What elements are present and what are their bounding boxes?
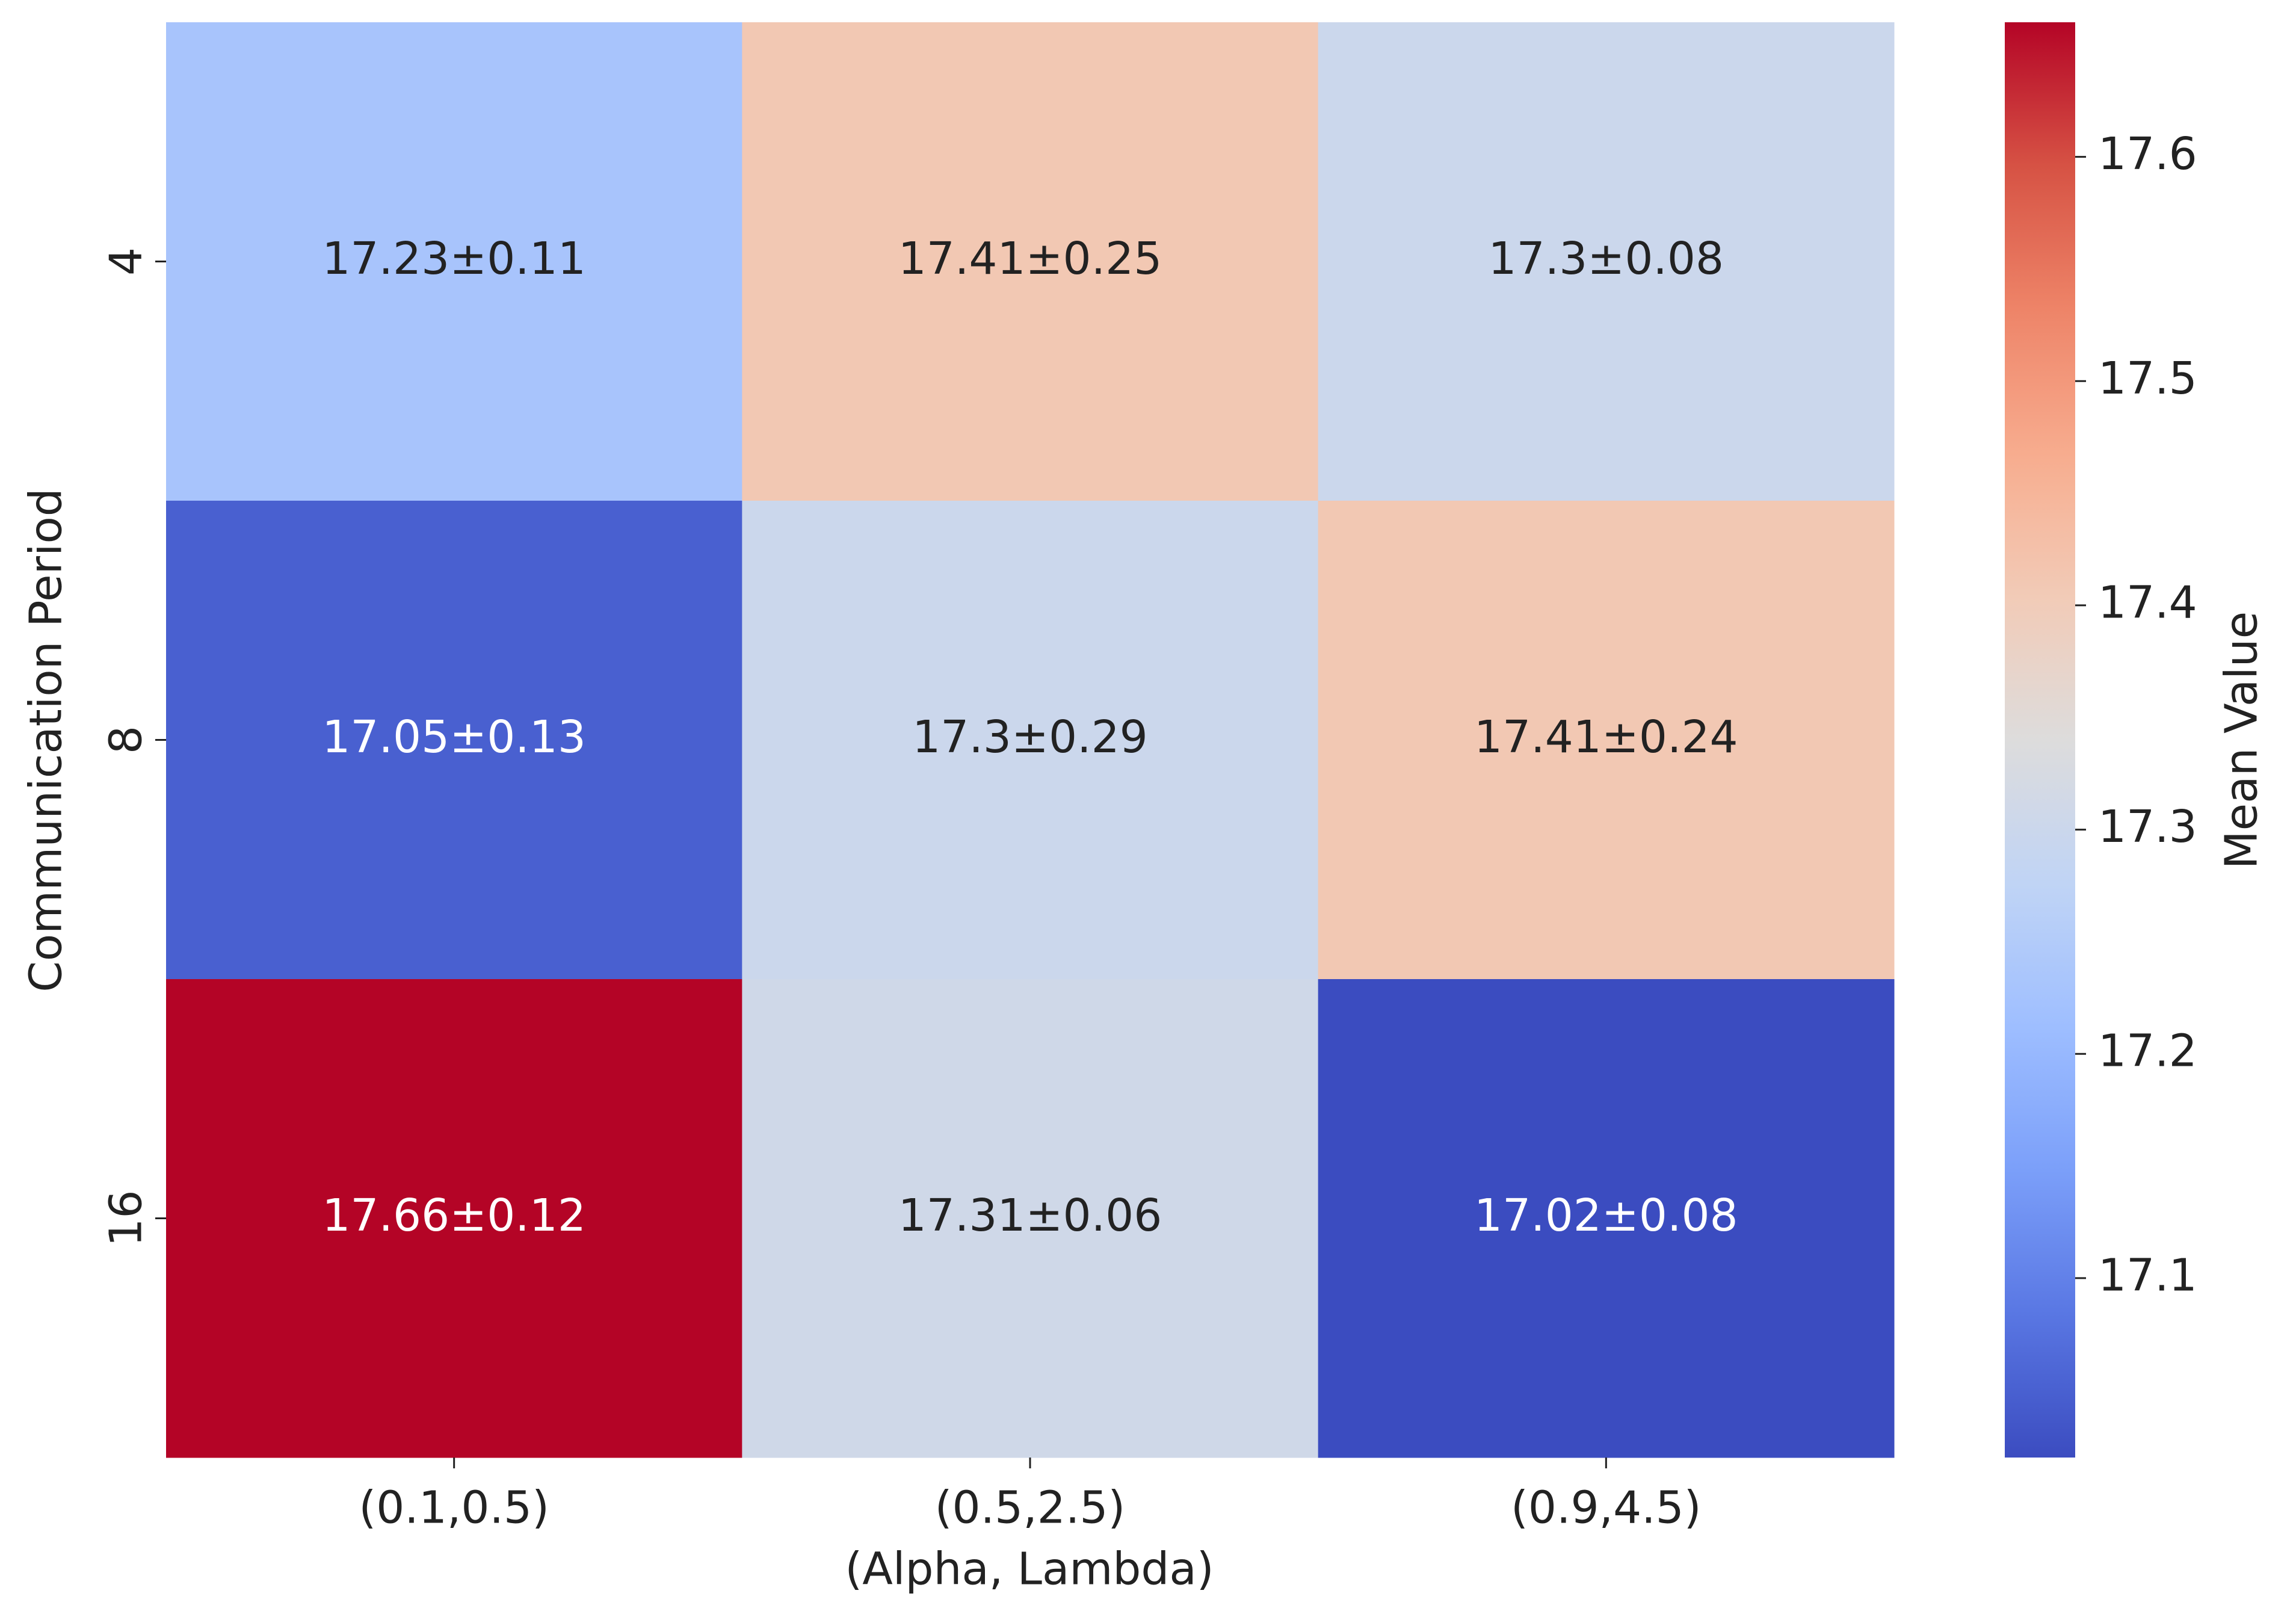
heatmap-cell — [742, 22, 1319, 501]
heatmap-cell — [166, 979, 742, 1458]
y-tick-label: 8 — [100, 726, 152, 754]
cell-label: 17.31±0.06 — [898, 1190, 1162, 1241]
y-axis-label: Communication Period — [20, 488, 72, 992]
cell-label: 17.05±0.13 — [322, 711, 586, 763]
cell-label: 17.02±0.08 — [1474, 1190, 1738, 1241]
colorbar-label: Mean Value — [2216, 611, 2268, 869]
cell-label: 17.3±0.08 — [1489, 233, 1724, 285]
x-tick-label: (0.1,0.5) — [359, 1482, 549, 1534]
heatmap-cell — [742, 501, 1319, 980]
colorbar-tick-label: 17.3 — [2098, 801, 2197, 853]
cell-label: 17.66±0.12 — [322, 1190, 586, 1241]
x-tick-label: (0.5,2.5) — [935, 1482, 1126, 1534]
heatmap-cell — [166, 501, 742, 980]
x-axis-label: (Alpha, Lambda) — [845, 1544, 1214, 1595]
y-tick-label: 16 — [100, 1190, 152, 1246]
heatmap-cell — [166, 22, 742, 501]
colorbar-tick-label: 17.1 — [2098, 1249, 2197, 1301]
colorbar-tick-label: 17.4 — [2098, 577, 2197, 628]
cell-label: 17.3±0.29 — [912, 711, 1148, 763]
cell-label: 17.41±0.24 — [1474, 711, 1738, 763]
cell-label: 17.23±0.11 — [322, 233, 586, 285]
x-tick-label: (0.9,4.5) — [1511, 1482, 1702, 1534]
colorbar — [2005, 22, 2075, 1458]
heatmap-cell — [1318, 979, 1895, 1458]
heatmap-cell — [742, 979, 1319, 1458]
colorbar-tick-label: 17.6 — [2098, 128, 2197, 180]
cell-label: 17.41±0.25 — [898, 233, 1162, 285]
colorbar-tick-label: 17.2 — [2098, 1025, 2197, 1077]
heatmap-cell — [1318, 501, 1895, 980]
y-tick-label: 4 — [100, 247, 152, 276]
heatmap-cell — [1318, 22, 1895, 501]
colorbar-tick-label: 17.5 — [2098, 353, 2197, 404]
